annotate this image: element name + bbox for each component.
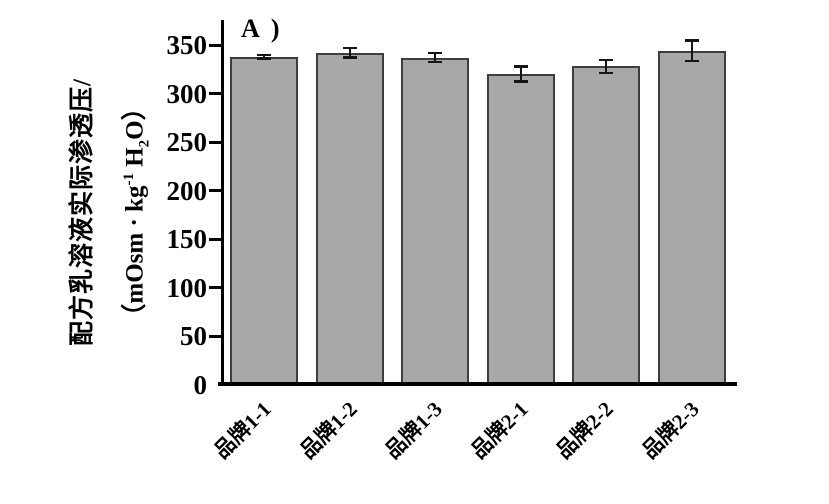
y-axis-title-text: 配方乳溶液实际渗透压/ bbox=[69, 78, 96, 346]
y-tick-label: 200 bbox=[166, 175, 208, 206]
y-tick-mark bbox=[209, 286, 221, 289]
y-tick-label: 100 bbox=[166, 272, 208, 303]
y-axis-line bbox=[221, 20, 224, 386]
error-bar-bottom-cap bbox=[342, 56, 357, 59]
error-bar-bottom-cap bbox=[257, 57, 271, 60]
error-bar-line bbox=[690, 40, 693, 62]
unit-h: H bbox=[121, 147, 149, 174]
unit-open-paren: （ bbox=[121, 303, 149, 329]
bar bbox=[401, 57, 469, 386]
y-tick-label: 50 bbox=[180, 321, 207, 351]
y-axis-title: 配方乳溶液实际渗透压/ （mOsm · kg-1 H2O） bbox=[58, 27, 158, 397]
unit-subscript: 2 bbox=[136, 139, 153, 148]
y-tick-mark bbox=[209, 189, 221, 192]
unit-close-paren: O） bbox=[121, 95, 149, 140]
panel-label: A ) bbox=[241, 14, 283, 43]
y-tick-label: 0 bbox=[193, 369, 208, 400]
bar bbox=[486, 74, 555, 386]
error-bar-top-cap bbox=[599, 58, 613, 62]
error-bar-line bbox=[434, 52, 436, 63]
error-bar-line bbox=[519, 66, 522, 82]
error-bar-line bbox=[263, 54, 265, 59]
error-bar-bottom-cap bbox=[599, 71, 613, 75]
bar bbox=[572, 66, 640, 386]
unit-superscript: -1 bbox=[121, 173, 137, 186]
y-tick-label: 350 bbox=[166, 30, 208, 60]
error-bar-top-cap bbox=[257, 53, 271, 57]
error-bar-top-cap bbox=[342, 46, 357, 50]
y-tick-mark bbox=[209, 140, 221, 144]
y-tick-label: 250 bbox=[166, 127, 208, 157]
bar bbox=[230, 56, 298, 386]
x-axis-line bbox=[218, 382, 737, 386]
bar bbox=[315, 52, 384, 386]
bar bbox=[657, 50, 726, 386]
unit-base: mOsm · kg bbox=[121, 185, 149, 304]
error-bar-line bbox=[348, 47, 351, 58]
error-bar-top-cap bbox=[428, 51, 442, 55]
error-bar-bottom-cap bbox=[684, 59, 699, 63]
y-tick-mark bbox=[209, 334, 221, 338]
y-tick-mark bbox=[209, 43, 221, 47]
error-bar-bottom-cap bbox=[513, 80, 528, 83]
y-tick-mark bbox=[209, 237, 221, 241]
error-bar-line bbox=[605, 59, 607, 74]
y-tick-label: 300 bbox=[166, 78, 208, 109]
error-bar-bottom-cap bbox=[428, 60, 442, 64]
error-bar-top-cap bbox=[513, 65, 528, 68]
y-tick-label: 150 bbox=[166, 224, 208, 254]
y-tick-mark bbox=[209, 92, 221, 95]
error-bar-top-cap bbox=[684, 39, 699, 42]
y-axis-unit: （mOsm · kg-1 H2O） bbox=[107, 27, 167, 397]
